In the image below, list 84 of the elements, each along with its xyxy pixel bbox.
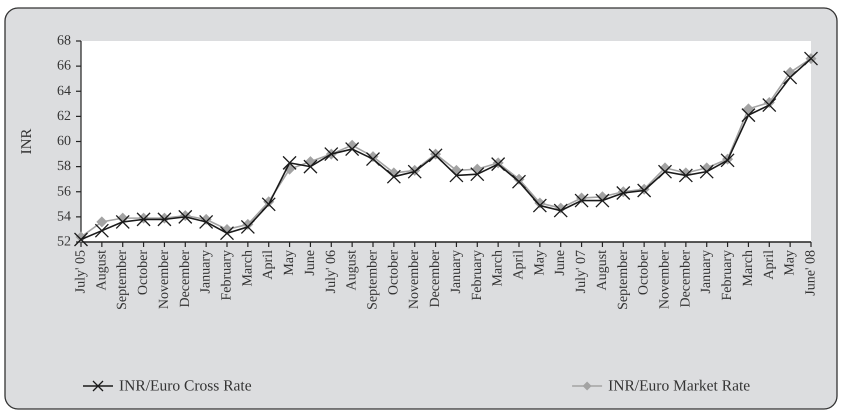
x-tick-label: June <box>553 250 568 276</box>
point <box>658 164 672 179</box>
x-tick-label: June' 08 <box>804 250 818 296</box>
point <box>595 193 610 208</box>
x-tick-label: September <box>366 250 380 310</box>
point <box>157 212 172 227</box>
x-tick-label: January <box>699 250 714 294</box>
y-tick-label: 62 <box>57 108 71 124</box>
point <box>94 224 110 238</box>
x-tick-label: September <box>616 250 631 310</box>
x-tick-label: November <box>658 250 672 310</box>
point <box>240 220 256 234</box>
point <box>408 164 422 179</box>
point <box>741 108 756 122</box>
x-tick-label: January <box>198 250 214 294</box>
point <box>782 70 798 85</box>
x-tick-label: June <box>302 250 318 276</box>
x-tick-label: October <box>136 250 152 296</box>
x-tick-label: May <box>782 250 798 276</box>
x-tick-label: January <box>448 250 464 294</box>
point <box>720 153 735 168</box>
x-tick-label: November <box>407 250 422 310</box>
x-tick-label: February <box>220 250 234 301</box>
point <box>574 193 589 208</box>
x-tick-label: December <box>678 250 694 308</box>
point <box>470 167 484 182</box>
x-tick-label: February <box>470 250 485 301</box>
x-tick-label: August <box>344 250 360 290</box>
legend-label: INR/Euro Cross Rate <box>119 378 252 394</box>
x-tick-label: May <box>532 250 548 276</box>
point <box>282 156 297 170</box>
point <box>220 226 234 240</box>
point <box>96 216 108 228</box>
x-tick-label: September <box>115 250 130 310</box>
x-tick-label: November <box>156 250 172 310</box>
x-tick-label: August <box>94 250 110 290</box>
x-tick-label: August <box>594 250 610 290</box>
x-tick-label: October <box>386 250 402 296</box>
x-tick-label: October <box>636 250 652 296</box>
point <box>616 186 630 200</box>
point <box>742 103 754 114</box>
x-tick-label: May <box>282 250 298 276</box>
x-tick-label: July' 07 <box>574 250 590 294</box>
point <box>198 214 214 230</box>
point <box>366 152 380 166</box>
x-tick-label: July' 05 <box>74 250 88 294</box>
point <box>532 198 548 213</box>
y-tick-label: 56 <box>57 184 71 200</box>
x-tick-label: February <box>720 250 736 301</box>
point <box>386 170 402 184</box>
point <box>762 98 776 112</box>
x-tick-label: March <box>740 250 756 287</box>
point <box>700 164 714 179</box>
x-tick-label: December <box>428 250 444 308</box>
x-tick-label: April <box>512 250 526 280</box>
y-tick-label: 66 <box>57 58 71 74</box>
x-tick-label: July' 06 <box>324 250 339 294</box>
y-tick-label: 52 <box>57 234 71 250</box>
point <box>262 197 276 212</box>
x-tick-label: March <box>240 250 256 287</box>
point <box>178 210 192 224</box>
point <box>490 156 506 172</box>
point <box>554 203 568 218</box>
y-tick-label: 58 <box>57 159 71 174</box>
point <box>428 148 443 162</box>
x-tick-label: December <box>178 250 193 308</box>
y-tick-label: 54 <box>57 209 71 224</box>
point <box>303 159 318 174</box>
point <box>344 142 360 156</box>
point <box>512 174 526 189</box>
y-tick-label: 64 <box>57 84 71 99</box>
y-tick-label: 68 <box>57 34 71 48</box>
point <box>636 183 652 198</box>
point <box>449 168 464 183</box>
point <box>136 212 151 227</box>
x-tick-label: April <box>261 250 276 280</box>
point <box>74 232 88 247</box>
point <box>116 214 130 230</box>
x-tick-label: March <box>490 250 506 287</box>
point <box>678 168 694 183</box>
y-tick-label: 60 <box>57 134 71 149</box>
x-tick-label: April <box>762 250 777 280</box>
y-axis-title: INR <box>19 128 35 154</box>
legend-label: INR/Euro Market Rate <box>608 378 750 394</box>
